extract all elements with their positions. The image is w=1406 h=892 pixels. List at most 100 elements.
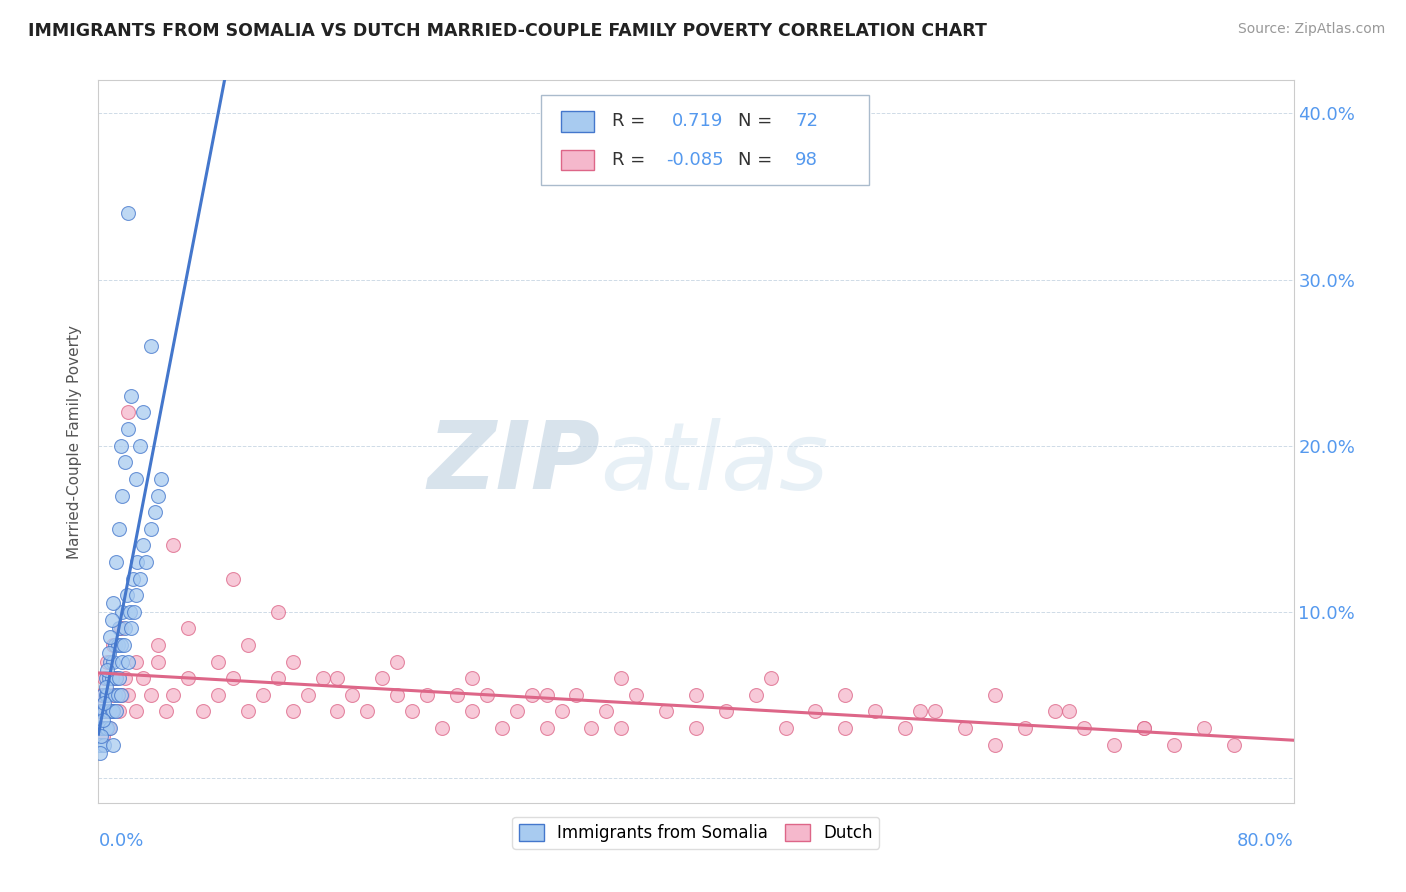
- Point: [98, 705, 122, 719]
- Point: [1133, 721, 1156, 735]
- Point: [1059, 705, 1081, 719]
- Text: 98: 98: [796, 151, 818, 169]
- Point: [110, 688, 132, 702]
- Point: [103, 705, 125, 719]
- Point: [96, 655, 118, 669]
- Point: [984, 688, 1007, 702]
- Text: atlas: atlas: [600, 417, 828, 508]
- Point: [148, 655, 170, 669]
- Point: [834, 721, 856, 735]
- Point: [97, 721, 120, 735]
- Point: [655, 705, 678, 719]
- Point: [894, 721, 917, 735]
- Point: [155, 705, 177, 719]
- Point: [91, 713, 114, 727]
- Point: [222, 671, 245, 685]
- Point: [96, 663, 118, 677]
- Point: [101, 613, 124, 627]
- Point: [461, 671, 484, 685]
- Point: [108, 705, 131, 719]
- Point: [96, 688, 118, 702]
- Point: [236, 638, 259, 652]
- FancyBboxPatch shape: [541, 95, 869, 185]
- Point: [98, 721, 122, 735]
- Point: [103, 655, 125, 669]
- Text: -0.085: -0.085: [666, 151, 724, 169]
- Point: [101, 705, 124, 719]
- Text: 80.0%: 80.0%: [1237, 831, 1294, 850]
- Point: [117, 422, 139, 436]
- Point: [89, 705, 111, 719]
- Point: [111, 605, 134, 619]
- Point: [94, 688, 117, 702]
- Point: [94, 671, 117, 685]
- Point: [117, 655, 139, 669]
- Point: [297, 688, 319, 702]
- Point: [222, 572, 245, 586]
- Point: [110, 621, 132, 635]
- Point: [97, 705, 120, 719]
- Point: [446, 688, 468, 702]
- Point: [103, 738, 125, 752]
- Point: [267, 671, 290, 685]
- Point: [114, 455, 136, 469]
- Point: [191, 705, 214, 719]
- Point: [98, 655, 122, 669]
- Point: [112, 638, 135, 652]
- Point: [550, 705, 572, 719]
- Point: [111, 655, 134, 669]
- Point: [107, 638, 129, 652]
- Text: N =: N =: [738, 151, 772, 169]
- Point: [461, 705, 484, 719]
- Text: Source: ZipAtlas.com: Source: ZipAtlas.com: [1237, 22, 1385, 37]
- Point: [117, 688, 139, 702]
- Text: R =: R =: [613, 151, 645, 169]
- Point: [103, 597, 125, 611]
- Bar: [561, 112, 595, 132]
- Point: [326, 705, 349, 719]
- Point: [595, 705, 617, 719]
- Point: [118, 605, 141, 619]
- Point: [177, 621, 200, 635]
- Point: [124, 605, 146, 619]
- Point: [89, 746, 111, 760]
- Point: [96, 721, 118, 735]
- Text: 0.0%: 0.0%: [98, 831, 143, 850]
- Point: [93, 738, 115, 752]
- Point: [104, 638, 127, 652]
- Point: [1192, 721, 1215, 735]
- Point: [91, 730, 114, 744]
- Point: [1133, 721, 1156, 735]
- Point: [114, 671, 136, 685]
- Point: [714, 705, 737, 719]
- Point: [371, 671, 394, 685]
- Point: [117, 405, 139, 419]
- Point: [127, 555, 149, 569]
- Point: [93, 705, 115, 719]
- Point: [745, 688, 768, 702]
- Point: [91, 688, 114, 702]
- Point: [342, 688, 364, 702]
- Bar: [561, 150, 595, 169]
- Point: [132, 405, 155, 419]
- Point: [129, 572, 152, 586]
- Point: [236, 705, 259, 719]
- Point: [104, 688, 127, 702]
- Point: [111, 688, 134, 702]
- Text: ZIP: ZIP: [427, 417, 600, 509]
- Point: [132, 538, 155, 552]
- Point: [536, 721, 558, 735]
- Point: [356, 705, 378, 719]
- Point: [162, 538, 184, 552]
- Point: [111, 489, 134, 503]
- Point: [804, 705, 827, 719]
- Point: [281, 705, 304, 719]
- Point: [177, 671, 200, 685]
- Point: [105, 555, 128, 569]
- Point: [775, 721, 797, 735]
- Point: [98, 630, 122, 644]
- Point: [139, 522, 162, 536]
- Point: [125, 472, 148, 486]
- Point: [93, 696, 115, 710]
- Point: [90, 730, 112, 744]
